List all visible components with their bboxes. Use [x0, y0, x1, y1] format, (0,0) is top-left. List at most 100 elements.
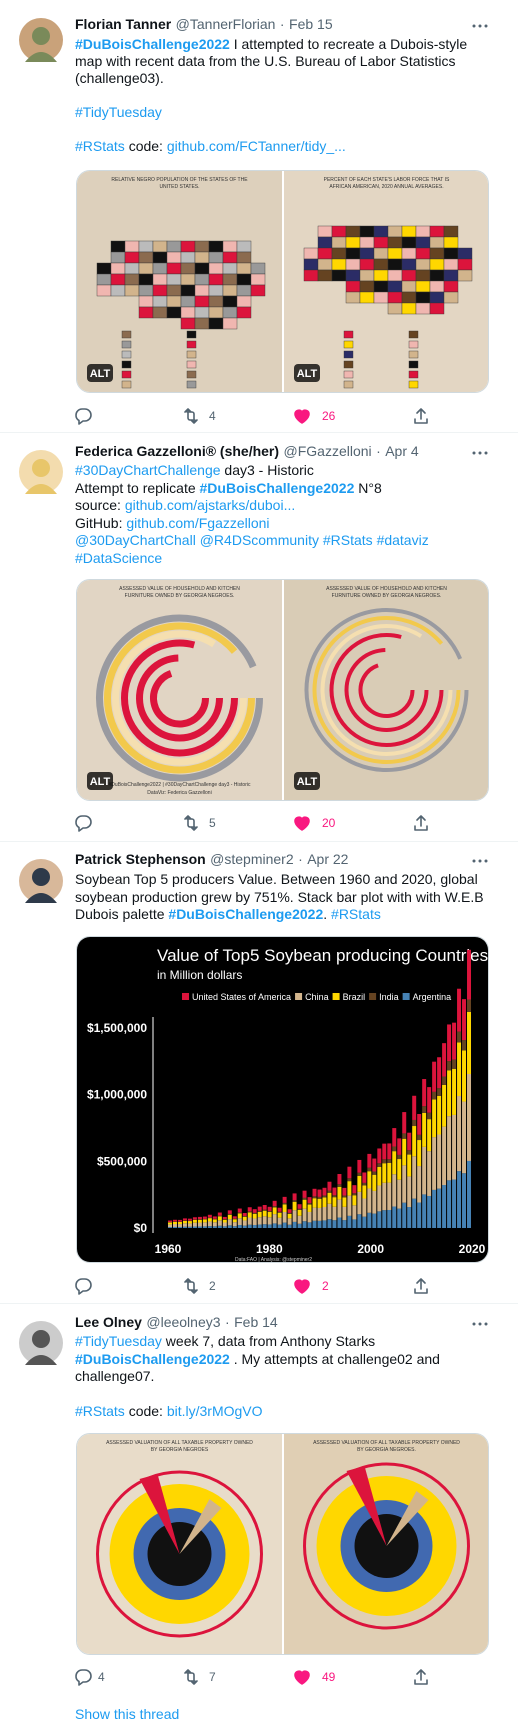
author-name[interactable]: Florian Tanner — [75, 16, 172, 32]
legend-swatch — [408, 380, 419, 389]
bar-segment — [267, 1206, 272, 1211]
bar-segment — [412, 1095, 417, 1120]
like-button[interactable] — [292, 813, 312, 833]
retweet-button[interactable] — [181, 406, 201, 426]
link[interactable]: #DuBoisChallenge2022 — [168, 906, 324, 923]
bar-segment — [272, 1223, 277, 1228]
image-title-line: ASSESSED VALUATION OF ALL TAXABLE PROPER… — [313, 1440, 460, 1446]
text: code: — [124, 1403, 167, 1420]
bar-segment — [177, 1219, 182, 1222]
bar-segment — [372, 1174, 377, 1191]
reply-button[interactable] — [73, 1667, 93, 1687]
bar-segment — [317, 1198, 322, 1208]
author-name[interactable]: Patrick Stephenson — [75, 851, 206, 867]
author-handle[interactable]: @leeolney3 — [146, 1314, 221, 1330]
media[interactable]: ASSESSED VALUE OF HOUSEHOLD AND KITCHEN F… — [76, 579, 489, 801]
media-image[interactable]: ASSESSED VALUE OF HOUSEHOLD AND KITCHEN F… — [77, 580, 282, 801]
link[interactable]: #30DayChartChallenge — [75, 462, 221, 478]
media-image[interactable]: ASSESSED VALUATION OF ALL TAXABLE PROPER… — [77, 1434, 282, 1655]
media-image[interactable]: ASSESSED VALUE OF HOUSEHOLD AND KITCHEN F… — [284, 580, 489, 801]
avatar[interactable] — [19, 18, 63, 62]
map-state — [180, 251, 196, 264]
author-name[interactable]: Lee Olney — [75, 1314, 142, 1330]
map-state — [208, 262, 224, 275]
bar-segment — [432, 1099, 437, 1138]
share-icon — [414, 815, 428, 831]
media-image[interactable]: RELATIVE NEGRO POPULATION OF THE STATES … — [77, 171, 282, 393]
bar-segment — [467, 1074, 472, 1161]
link[interactable]: @R4DScommunity — [199, 532, 319, 549]
link[interactable]: #DataScience — [75, 550, 163, 566]
donut-wedge — [179, 1499, 222, 1554]
map-state — [166, 240, 182, 253]
link[interactable]: @30DayChartChall — [75, 532, 196, 549]
media-image[interactable]: PERCENT OF EACH STATE'S LABOR FORCE THAT… — [284, 171, 489, 393]
link[interactable]: #DuBoisChallenge2022 — [75, 1350, 230, 1367]
author-handle[interactable]: @TannerFlorian — [175, 16, 276, 32]
tweet-date[interactable]: Feb 15 — [289, 16, 333, 32]
like-button[interactable] — [292, 406, 312, 426]
map-state — [443, 225, 459, 238]
legend-swatch — [332, 993, 340, 1000]
chart-caption: Data:FAO | Analysis: @stepminer2 — [235, 1257, 312, 1263]
media-image[interactable]: ASSESSED VALUATION OF ALL TAXABLE PROPER… — [284, 1434, 489, 1655]
bar-segment — [302, 1197, 307, 1200]
reply-button[interactable] — [73, 813, 93, 833]
reply-button[interactable] — [73, 406, 93, 426]
retweet-button[interactable] — [181, 813, 201, 833]
like-button[interactable] — [292, 1276, 312, 1296]
show-thread-link[interactable]: Show this thread — [75, 1706, 180, 1722]
author-name[interactable]: Federica Gazzelloni® (she/her) — [75, 443, 280, 459]
more-button[interactable] — [470, 1319, 490, 1329]
link[interactable]: #TidyTuesday — [75, 1333, 162, 1349]
link[interactable]: #RStats — [75, 1403, 125, 1420]
link[interactable]: bit.ly/3rMOgVO — [166, 1403, 263, 1420]
avatar[interactable] — [19, 1321, 63, 1365]
link[interactable]: #TidyTuesday — [75, 104, 162, 120]
link[interactable]: #RStats — [322, 532, 373, 549]
map-state — [345, 247, 361, 260]
avatar[interactable] — [19, 450, 63, 494]
bar-segment — [382, 1159, 387, 1164]
link[interactable]: #RStats — [331, 906, 381, 923]
map-state — [110, 262, 126, 275]
link[interactable]: #DuBoisChallenge2022 — [75, 36, 230, 52]
link[interactable]: github.com/ajstarks/duboi... — [124, 497, 296, 514]
tweet-date[interactable]: Apr 4 — [385, 443, 419, 459]
more-button[interactable] — [470, 448, 490, 458]
avatar[interactable] — [19, 859, 63, 903]
bar-segment — [282, 1202, 287, 1205]
media[interactable]: RELATIVE NEGRO POPULATION OF THE STATES … — [76, 170, 489, 393]
author-handle[interactable]: @FGazzelloni — [283, 443, 372, 459]
map-state — [303, 269, 319, 282]
more-button[interactable] — [470, 856, 490, 866]
image-title: ASSESSED VALUATION OF ALL TAXABLE PROPER… — [313, 1440, 460, 1453]
share-button[interactable] — [411, 813, 431, 833]
tweet-date[interactable]: Feb 14 — [234, 1314, 278, 1330]
bar-segment — [452, 1179, 457, 1228]
link[interactable]: github.com/Fgazzelloni — [126, 514, 270, 531]
tweet-date[interactable]: Apr 22 — [307, 851, 349, 867]
like-icon — [294, 1279, 310, 1294]
link[interactable]: github.com/FCTanner/tidy_... — [166, 138, 346, 154]
like-button[interactable] — [292, 1667, 312, 1687]
like-icon — [294, 816, 310, 831]
retweet-button[interactable] — [181, 1667, 201, 1687]
bar-segment — [217, 1215, 222, 1217]
bar-segment — [347, 1215, 352, 1228]
share-button[interactable] — [411, 1667, 431, 1687]
link[interactable]: #DuBoisChallenge2022 — [199, 479, 355, 496]
link[interactable]: #RStats — [75, 138, 125, 154]
author-handle[interactable]: @stepminer2 — [210, 851, 294, 867]
share-button[interactable] — [411, 1276, 431, 1296]
link[interactable]: #dataviz — [376, 532, 429, 549]
reply-button[interactable] — [73, 1276, 93, 1296]
media[interactable]: ASSESSED VALUATION OF ALL TAXABLE PROPER… — [76, 1433, 489, 1655]
map-state — [401, 225, 417, 238]
bar-segment — [197, 1219, 202, 1223]
media[interactable]: Value of Top5 Soybean producing Countrie… — [76, 936, 489, 1263]
share-button[interactable] — [411, 406, 431, 426]
image-credit: DataViz: Federica Gazzelloni — [147, 790, 211, 796]
more-button[interactable] — [470, 21, 490, 31]
retweet-button[interactable] — [181, 1276, 201, 1296]
